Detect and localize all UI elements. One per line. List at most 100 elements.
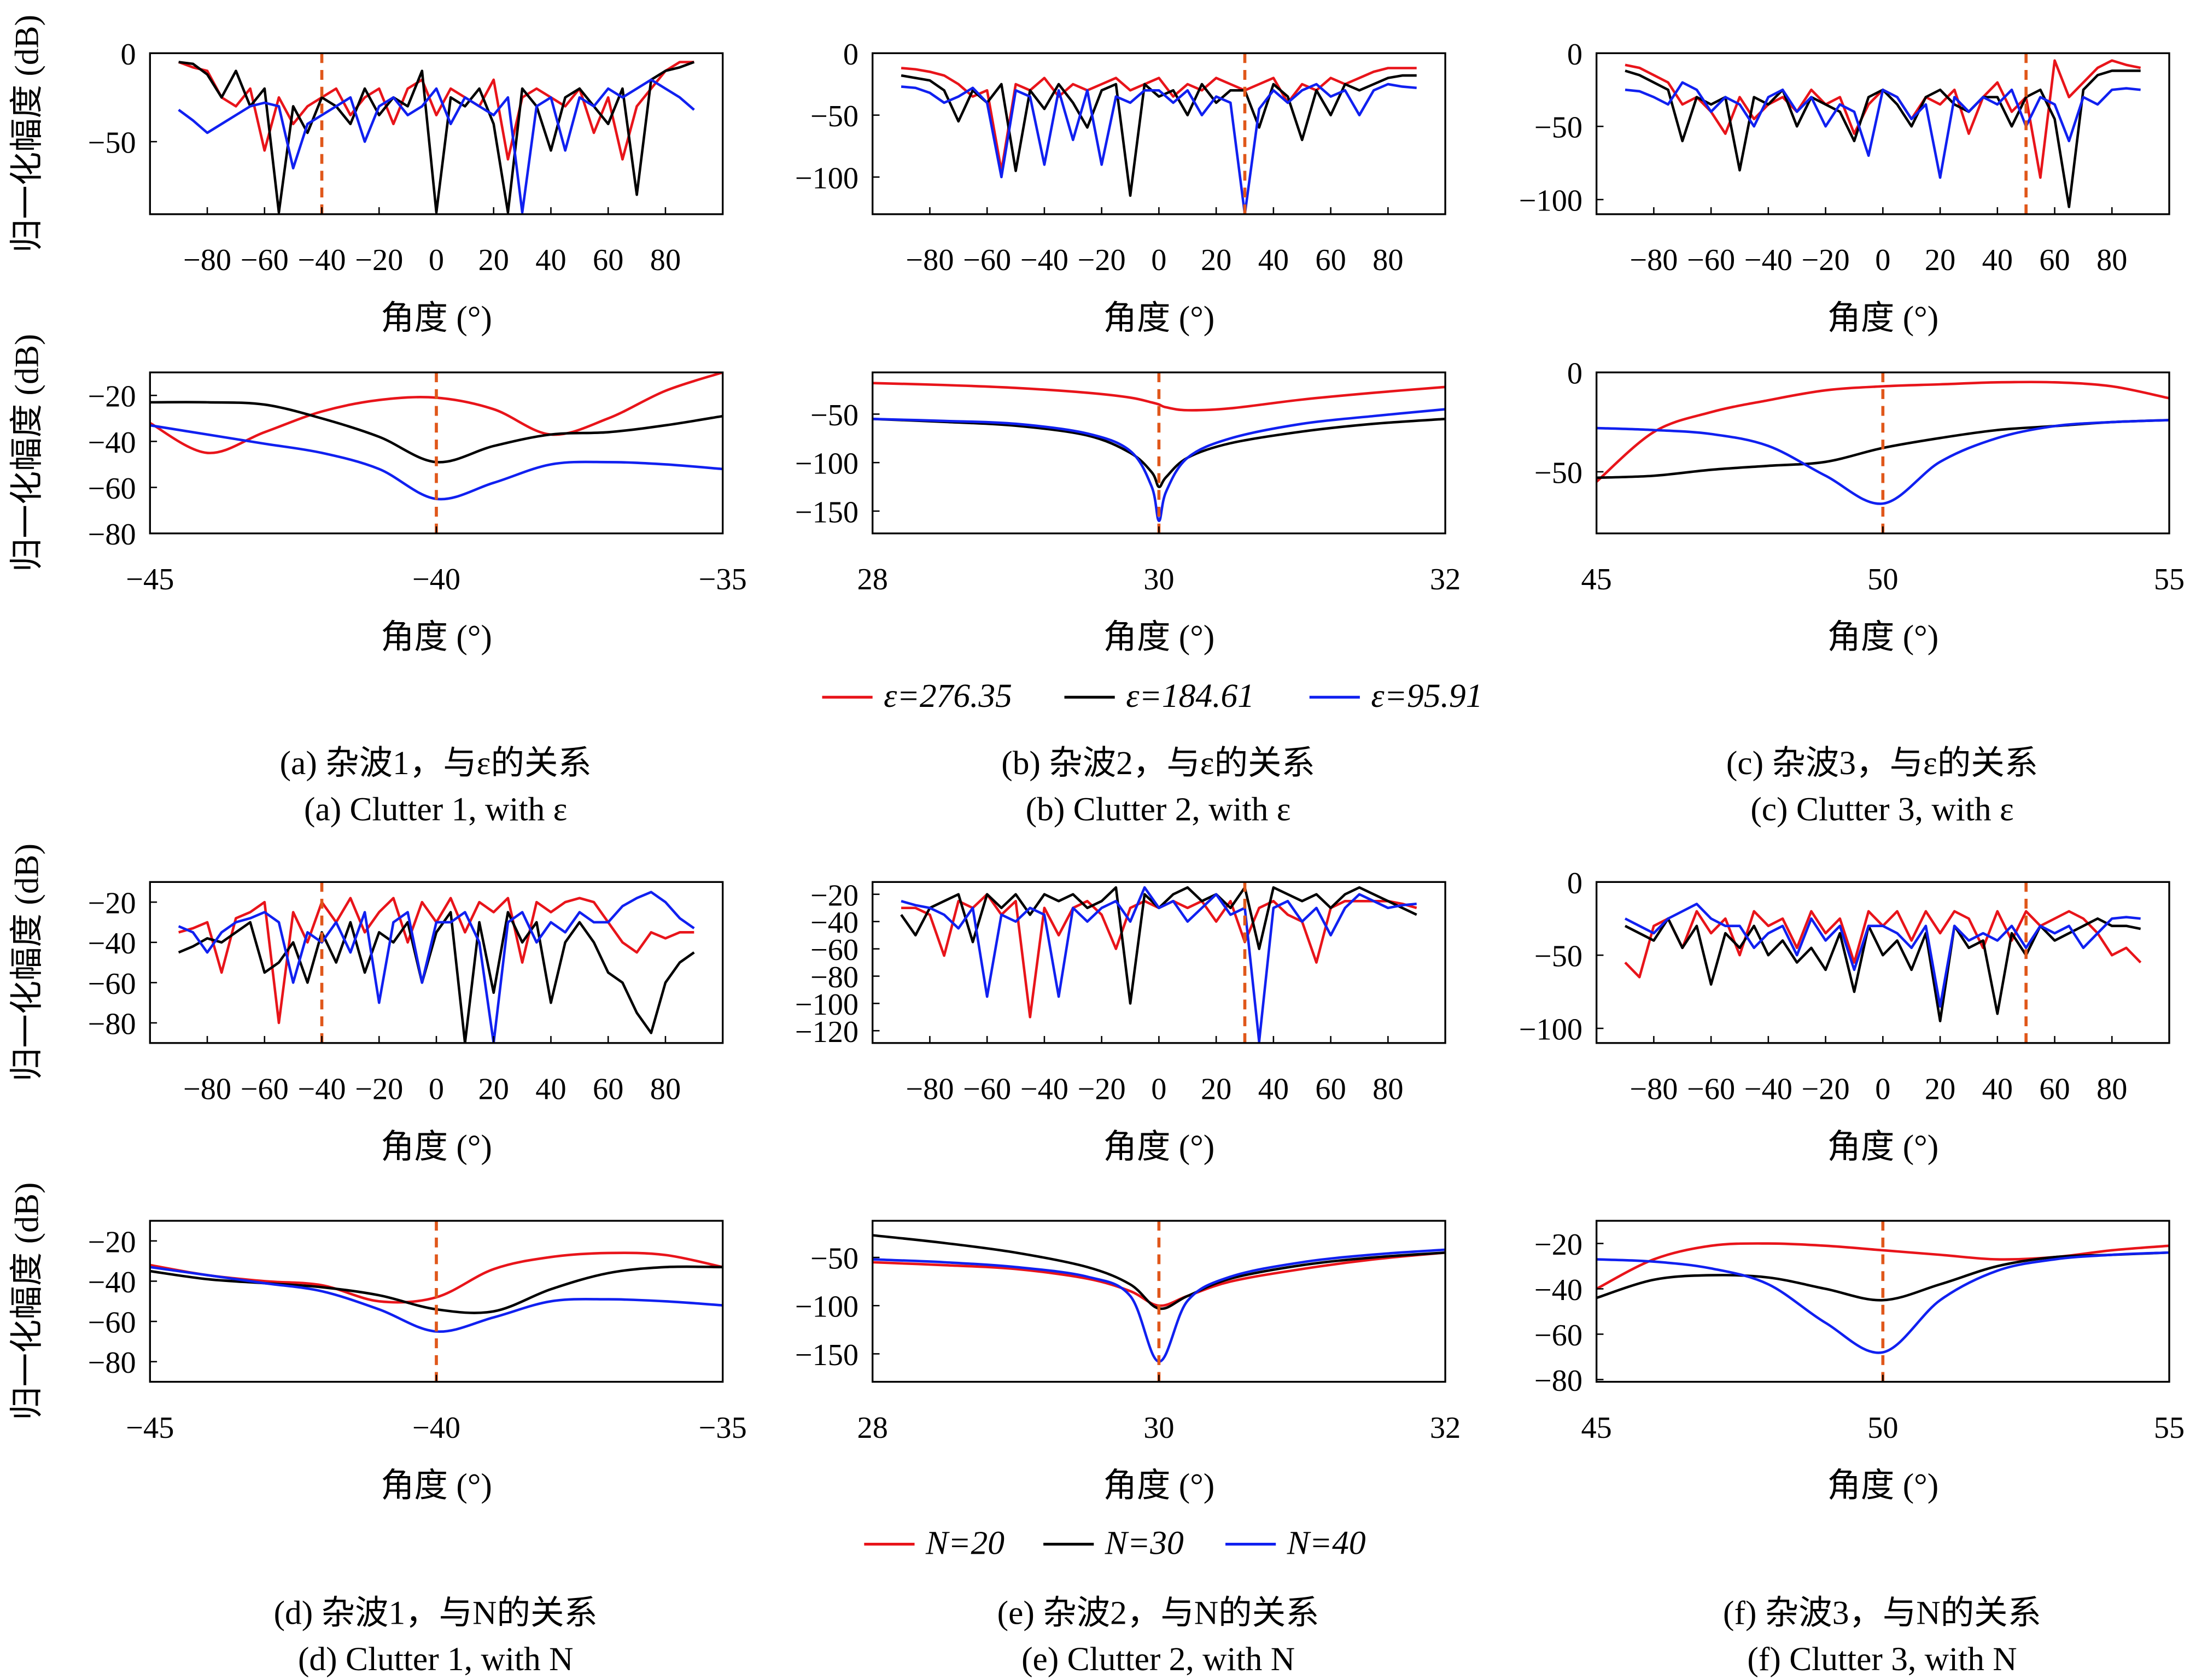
y-tick-label: −50 [1534,456,1582,490]
y-tick-label: −80 [88,1346,136,1380]
plot-area [178,882,695,1043]
caption-a: (a) 杂波1，与ε的关系 (a) Clutter 1, with ε [280,745,592,828]
plot-area [1624,882,2142,1043]
y-tick-label: −50 [1534,940,1582,974]
caption-c: (c) 杂波3，与ε的关系 (c) Clutter 3, with ε [1726,745,2038,828]
plot-area [901,53,1417,214]
y-tick-label: −80 [88,518,136,552]
legend-label: N=30 [1105,1525,1184,1562]
panel-e-wide: −80 −60 −40 −20 0 20 40 60 80−20−40−60−80−100−12… [795,879,1446,1166]
x-axis-label: 角度 (°) [381,300,492,337]
plot-area [872,372,1446,534]
x-tick-label: 80 [2096,243,2127,277]
y-tick-label: −40 [88,1266,136,1299]
y-tick-label: −50 [810,99,858,133]
x-tick-label: 50 [1867,1411,1898,1445]
x-tick-label: 80 [1372,243,1403,277]
x-tick-label: 28 [857,563,888,596]
x-tick-label: 30 [1143,563,1174,596]
caption-zh: (f) 杂波3，与N的关系 [1723,1595,2041,1632]
y-tick-label: −150 [795,1338,858,1372]
y-axis-label: 归一化幅度 (dB) [8,334,45,572]
legend-label: N=40 [1287,1525,1366,1562]
x-tick-label: −40 [1744,1072,1792,1106]
x-tick-label: 55 [2154,563,2185,596]
panel-e-zoom: 28 30 32 −50 −100 −150 角度 (°) [795,1220,1461,1505]
y-axis-label: 归一化幅度 (dB) [8,15,45,253]
plot-area [178,53,695,214]
x-tick-label: −20 [355,243,403,277]
x-tick-label: −20 [355,1072,403,1106]
x-axis-label: 角度 (°) [1827,1128,1938,1166]
x-tick-label: −60 [963,243,1011,277]
x-tick-label: −60 [1687,243,1735,277]
x-tick-label: −80 [906,243,954,277]
series-line-red [901,67,1417,172]
y-tick-label: 0 [121,38,136,72]
x-tick-label: −60 [241,243,289,277]
series-line-blue [1625,81,2141,179]
x-tick-label: 80 [650,243,681,277]
y-tick-label: 0 [1567,357,1582,391]
series-line-red [1625,59,2141,179]
x-tick-label: −80 [183,1072,231,1106]
y-tick-label: −100 [1519,184,1582,218]
x-tick-label: 60 [2039,1072,2070,1106]
y-tick-label: −40 [88,426,136,460]
caption-en: (d) Clutter 1, with N [298,1641,574,1678]
y-tick-label: −20 [88,887,136,921]
caption-b: (b) 杂波2，与ε的关系 (b) Clutter 2, with ε [1001,745,1315,828]
caption-zh: (e) 杂波2，与N的关系 [997,1595,1319,1632]
x-tick-label: 80 [650,1072,681,1106]
panel-a-wide: −80 −60 −40 −20 0 20 40 60 80 0 −50 角度 (°) 归一化幅度 (dB… [8,15,724,337]
series-line-red [901,893,1417,1018]
caption-en: (c) Clutter 3, with ε [1750,791,2013,828]
series-line-blue [901,83,1417,214]
series-line-black [872,418,1446,488]
series-line-blue [1596,419,2170,505]
y-tick-label: −100 [795,447,858,481]
x-tick-label: 60 [1315,1072,1346,1106]
x-tick-label: −80 [183,243,231,277]
caption-zh: (c) 杂波3，与ε的关系 [1726,745,2038,782]
y-tick-label: −50 [810,399,858,432]
x-tick-label: −80 [1630,1072,1678,1106]
y-tick-label: −60 [1534,1319,1582,1353]
y-tick-label: −40 [810,906,858,940]
panel-c-zoom: 45 50 55 0 −50 角度 (°) [1534,357,2185,656]
y-tick-label: −80 [1534,1364,1582,1398]
legend-epsilon: ε=276.35 ε=184.61 ε=95.91 [822,677,1482,715]
x-tick-label: 20 [1201,1072,1231,1106]
y-tick-label: −60 [88,1306,136,1340]
caption-en: (b) Clutter 2, with ε [1026,791,1291,828]
series-line-blue [872,408,1446,522]
x-tick-label: 0 [429,1072,444,1106]
panel-f-wide: −80 −60 −40 −20 0 20 40 60 80 0 −50 −100 角度 (°) [1519,867,2170,1166]
series-line-black [1596,1251,2170,1302]
series-line-red [1596,381,2170,483]
x-tick-label: 0 [1875,1072,1890,1106]
plot-area [150,1221,723,1382]
x-tick-label: −45 [126,563,174,596]
series-line-blue [1624,903,2141,1008]
legend-item: N=20 [864,1525,1004,1562]
x-tick-label: −40 [1020,1072,1068,1106]
x-tick-label: 0 [429,243,444,277]
y-tick-label: −20 [1534,1228,1582,1262]
x-tick-label: 60 [593,1072,623,1106]
x-tick-label: −60 [241,1072,289,1106]
legend-item: ε=95.91 [1309,677,1482,715]
y-tick-label: −40 [1534,1273,1582,1307]
caption-f: (f) 杂波3，与N的关系 (f) Clutter 3, with N [1723,1595,2041,1678]
x-tick-label: −60 [1687,1072,1735,1106]
y-tick-label: −50 [88,126,136,160]
x-tick-label: −20 [1078,243,1126,277]
x-axis-label: 角度 (°) [1103,1467,1215,1505]
y-tick-label: −100 [795,1290,858,1324]
y-tick-label: −50 [1534,111,1582,145]
series-line-red [872,382,1446,412]
x-tick-label: 32 [1430,563,1461,596]
axes-frame [1595,52,2170,215]
